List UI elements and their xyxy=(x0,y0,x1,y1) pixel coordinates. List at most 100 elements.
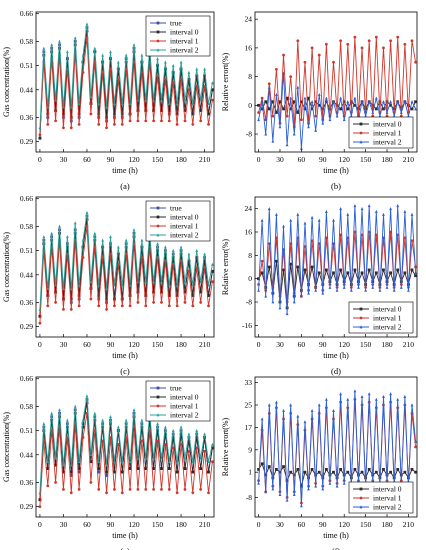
data-point xyxy=(175,294,179,297)
data-point xyxy=(264,490,268,494)
data-point xyxy=(410,403,414,407)
x-tick-label: 60 xyxy=(83,520,91,529)
data-point xyxy=(101,60,105,64)
data-point xyxy=(257,117,260,122)
data-point xyxy=(324,96,328,100)
data-point xyxy=(324,468,328,471)
data-point xyxy=(179,443,183,446)
data-point xyxy=(346,271,350,275)
data-point xyxy=(187,439,191,443)
data-point xyxy=(179,259,183,263)
data-point xyxy=(128,467,132,471)
data-point xyxy=(332,408,335,412)
data-point xyxy=(267,82,271,86)
data-point xyxy=(77,122,81,126)
x-tick-label: 180 xyxy=(381,340,393,349)
data-point xyxy=(58,39,61,43)
data-point xyxy=(62,487,65,491)
data-point xyxy=(160,109,163,112)
data-point xyxy=(171,248,175,252)
x-tick-label: 30 xyxy=(60,520,68,529)
data-point xyxy=(321,487,325,491)
data-point xyxy=(203,259,206,263)
data-point xyxy=(93,411,97,415)
data-point xyxy=(183,456,187,460)
data-point xyxy=(382,212,385,216)
data-point xyxy=(410,239,414,243)
data-point xyxy=(113,297,116,301)
legend-label: interval 2 xyxy=(170,411,199,420)
data-point xyxy=(385,100,389,104)
data-point xyxy=(191,459,195,464)
x-tick-label: 120 xyxy=(128,520,140,529)
data-point xyxy=(260,96,264,100)
data-point xyxy=(58,415,61,419)
data-point xyxy=(267,265,271,269)
data-point xyxy=(410,100,414,104)
data-point xyxy=(328,481,332,485)
data-point xyxy=(81,71,85,74)
data-point xyxy=(152,290,156,294)
data-point xyxy=(77,459,81,464)
data-point xyxy=(299,146,303,150)
data-point xyxy=(105,491,108,495)
series-interval-2 xyxy=(257,204,417,316)
data-point xyxy=(314,114,318,118)
legend-label: interval 0 xyxy=(170,28,199,37)
y-tick-label: 1 xyxy=(248,468,252,477)
data-point xyxy=(105,119,108,123)
data-point xyxy=(353,96,357,100)
x-tick-label: 60 xyxy=(83,340,91,349)
data-point xyxy=(199,98,203,102)
data-point xyxy=(69,116,73,119)
y-tick-label: 24 xyxy=(245,15,253,24)
data-point xyxy=(378,100,382,104)
legend-label: interval 1 xyxy=(373,494,402,503)
data-point xyxy=(54,301,58,304)
data-point xyxy=(140,71,144,74)
data-point xyxy=(207,112,210,116)
data-point xyxy=(303,107,307,111)
legend-item: interval 1 xyxy=(150,37,199,46)
data-point xyxy=(42,421,46,426)
y-tick-label: 9 xyxy=(248,445,252,454)
data-point xyxy=(50,238,54,242)
data-point xyxy=(324,42,328,46)
legend-item: interval 1 xyxy=(353,494,402,503)
legend-swatch-marker xyxy=(156,21,160,25)
data-point xyxy=(282,107,285,111)
data-point xyxy=(414,445,417,449)
data-point xyxy=(46,467,50,471)
panel-caption: (c) xyxy=(120,366,130,376)
y-tick-label: 0.51 xyxy=(20,61,33,70)
data-point xyxy=(144,467,148,471)
data-point xyxy=(113,116,116,119)
legend-label: interval 1 xyxy=(170,37,199,46)
data-point xyxy=(349,288,353,292)
data-point xyxy=(140,60,144,64)
data-point xyxy=(275,400,278,404)
data-point xyxy=(332,271,335,275)
data-point xyxy=(136,487,140,491)
data-point xyxy=(396,204,400,208)
data-point xyxy=(195,446,199,450)
legend-label: interval 2 xyxy=(170,46,199,55)
legend-swatch-marker xyxy=(156,224,160,228)
x-tick-label: 120 xyxy=(128,155,140,164)
data-point xyxy=(163,252,167,256)
data-point xyxy=(97,487,101,491)
data-point xyxy=(199,456,203,460)
legend-item: interval 1 xyxy=(150,402,199,411)
data-point xyxy=(346,100,350,104)
data-point xyxy=(81,60,85,64)
data-point xyxy=(171,71,175,74)
data-point xyxy=(257,481,260,485)
data-point xyxy=(317,218,321,222)
data-point xyxy=(187,432,191,436)
data-point xyxy=(389,271,392,275)
data-point xyxy=(46,112,50,116)
data-point xyxy=(179,425,183,429)
legend-label: interval 2 xyxy=(373,323,402,332)
data-point xyxy=(183,98,187,102)
data-point xyxy=(183,290,187,294)
